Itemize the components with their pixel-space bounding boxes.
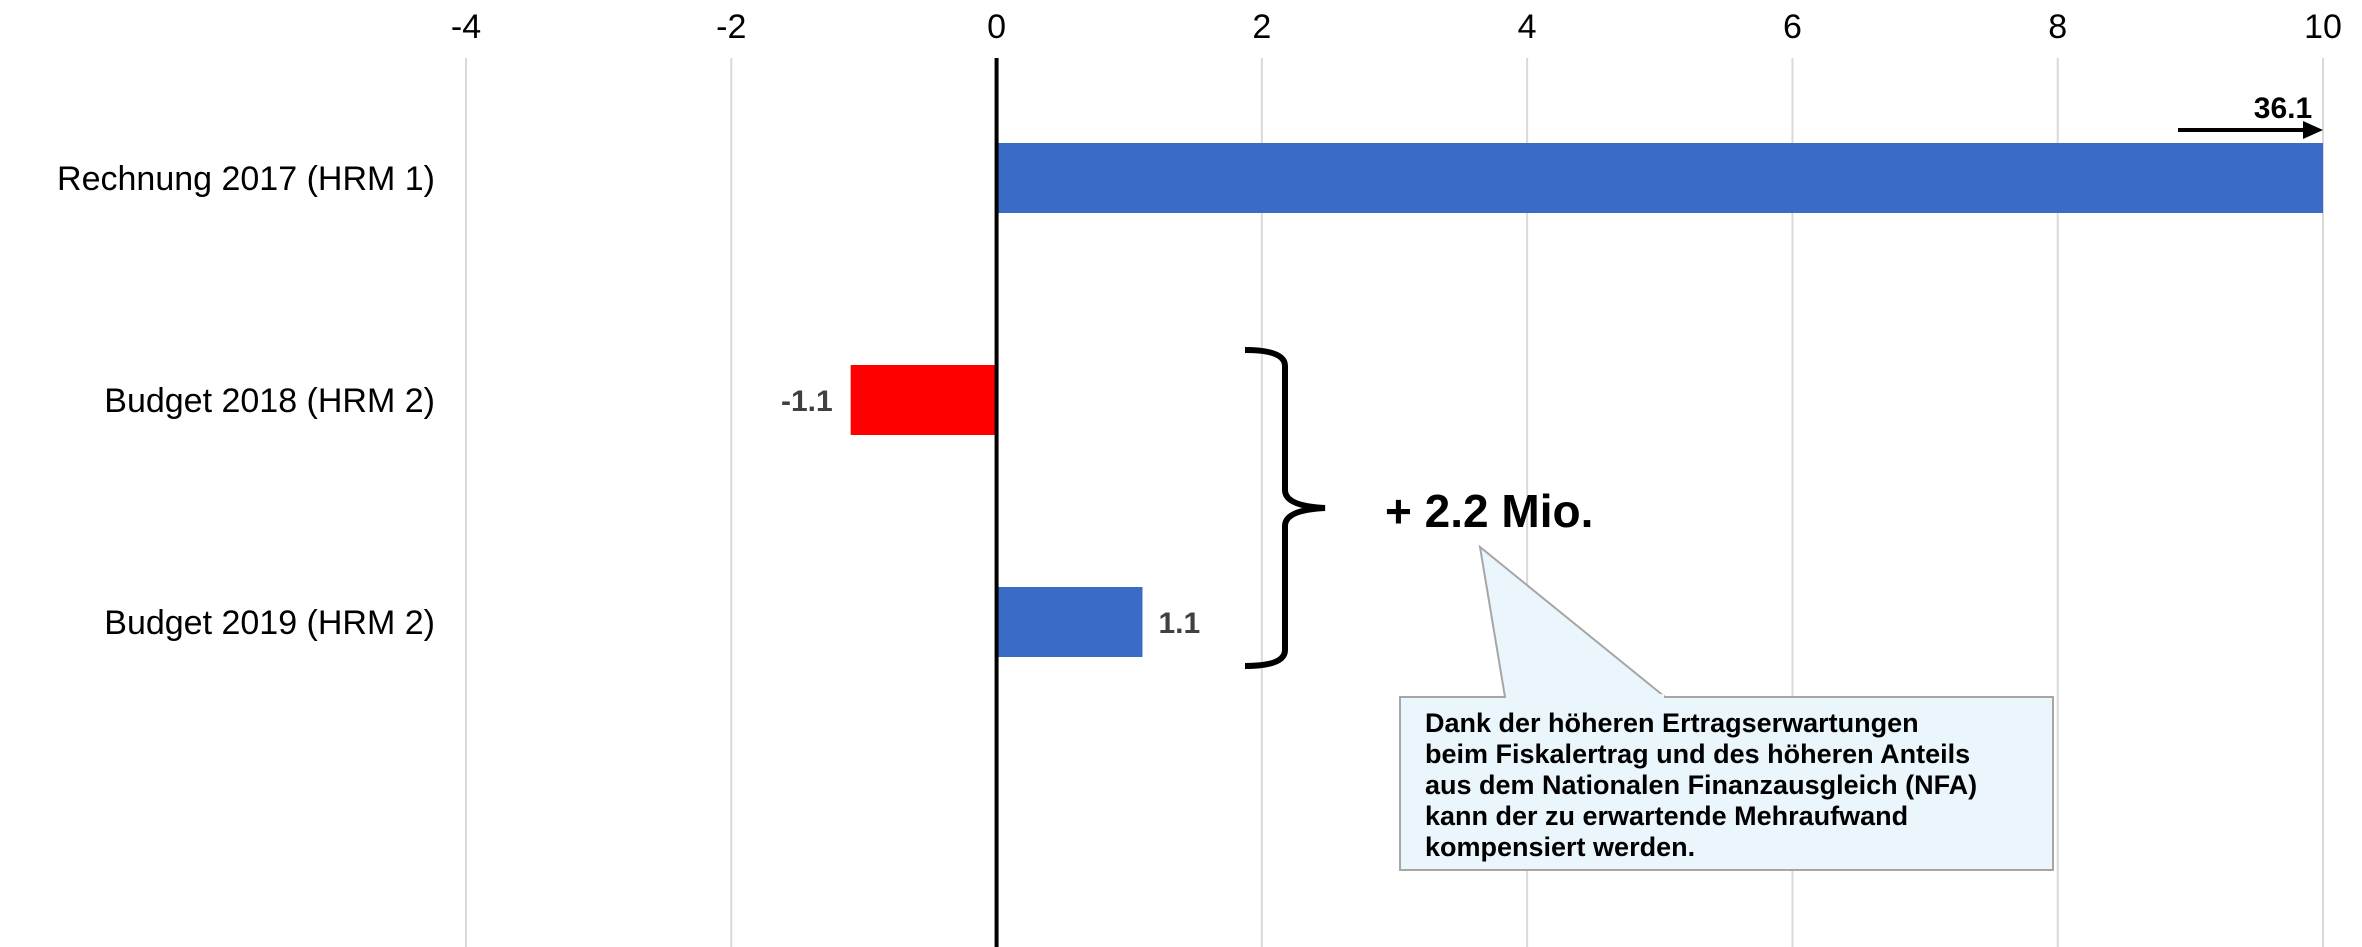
overflow-indicator [2178,121,2323,139]
callout-box [1399,696,2054,871]
x-tick-label: 6 [1783,8,1802,46]
x-tick-label: 10 [2304,8,2342,46]
category-label: Budget 2018 (HRM 2) [104,382,435,420]
callout-line: kompensiert werden. [1425,832,1695,862]
x-tick-label: -4 [451,8,481,46]
bars [850,143,2323,657]
bar [850,365,997,435]
data-label: -1.1 [781,385,833,418]
callout-seam [1506,694,1664,699]
callout-text: Dank der höheren Ertragserwartungenbeim … [1425,708,1977,862]
x-tick-label: -2 [716,8,746,46]
curly-brace [1244,347,1326,669]
data-label: 36.1 [2254,92,2312,125]
bar [996,587,1143,657]
x-axis-tick-labels: -4 -2 0 2 4 6 8 10 [451,8,2342,46]
callout-line: kann der zu erwartende Mehraufwand [1425,801,1908,831]
data-label: 1.1 [1158,607,1200,640]
x-tick-label: 8 [2048,8,2067,46]
callout: Dank der höheren Ertragserwartungenbeim … [1399,544,2054,871]
difference-label: + 2.2 Mio. [1385,485,1593,537]
x-tick-label: 2 [1252,8,1271,46]
bar [996,143,2323,213]
x-tick-label: 4 [1518,8,1537,46]
callout-line: aus dem Nationalen Finanzausgleich (NFA) [1425,770,1977,800]
overflow-arrowhead [2303,121,2323,139]
data-labels: 36.1 -1.1 1.1 [781,92,2312,640]
callout-pointer [1478,544,1668,698]
callout-line: beim Fiskalertrag und des höheren Anteil… [1425,739,1970,769]
category-label: Budget 2019 (HRM 2) [104,604,435,642]
callout-line: Dank der höheren Ertragserwartungen [1425,708,1919,738]
x-tick-label: 0 [987,8,1006,46]
category-labels: Rechnung 2017 (HRM 1) Budget 2018 (HRM 2)… [57,160,435,642]
category-label: Rechnung 2017 (HRM 1) [57,160,435,198]
